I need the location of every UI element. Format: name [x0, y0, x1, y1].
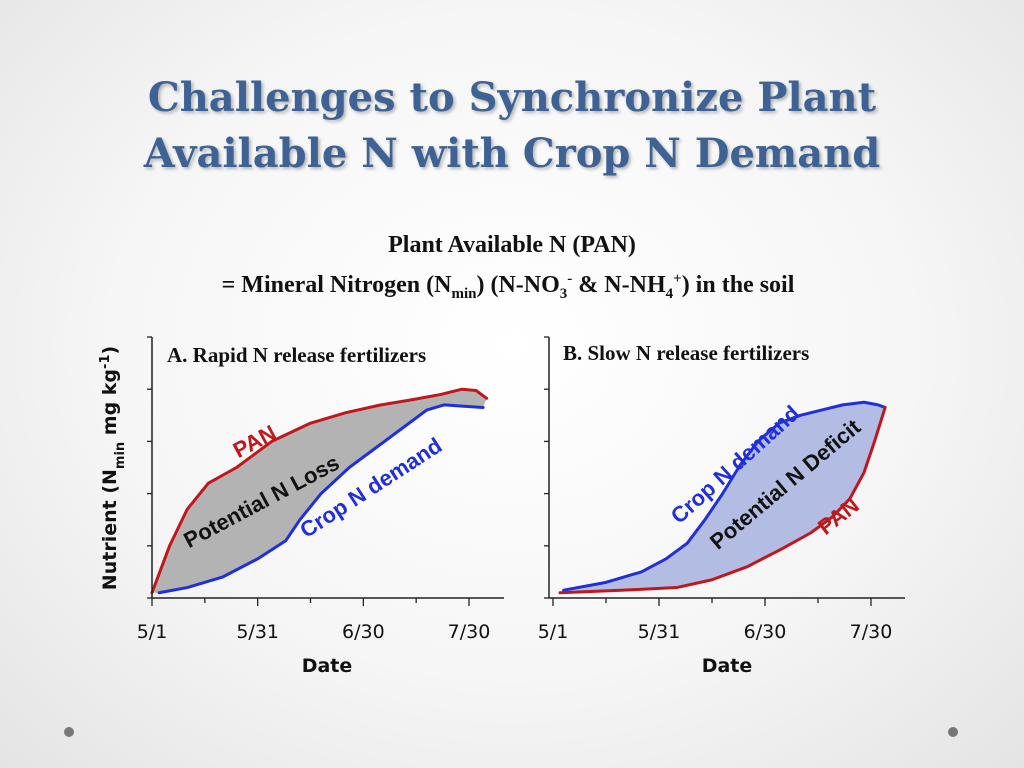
crop-n-demand-line-a [157, 403, 485, 595]
right-nav-dot [948, 727, 958, 737]
potential-n-deficit-region [560, 402, 886, 593]
x-tick-label: 7/30 [448, 621, 491, 643]
subtitle-part-i: ) in the soil [681, 272, 795, 298]
pan-line-b [558, 405, 887, 595]
title-line-1: Challenges to Synchronize Plant [147, 74, 877, 121]
x-axis-title: Date [302, 655, 353, 677]
slide-title: Challenges to Synchronize Plant Availabl… [0, 70, 1024, 182]
crop-n-demand-line-b [562, 400, 887, 592]
x-tick-label: 7/30 [850, 621, 893, 643]
y-axis-title: Nutrient (Nmin mg kg-1) [98, 346, 128, 590]
chart-panel-a: 5/1 5/31 6/30 7/30 Date A. Rapid N release fe… [98, 336, 504, 677]
subtitle-part-a: = Mineral Nitrogen (N [221, 272, 452, 298]
panel-title: A. Rapid N release fertilizers [167, 343, 426, 367]
subtitle-sub-min: min [451, 285, 477, 302]
x-tick-label: 5/31 [638, 621, 681, 643]
pan-line-a [150, 387, 489, 595]
subtitle-sub-3: 3 [559, 285, 568, 302]
x-tick-label: 5/1 [538, 621, 569, 643]
x-tick-label: 5/1 [137, 621, 168, 643]
subtitle-sup-plus: + [673, 271, 682, 287]
subtitle-sup-minus: - [567, 271, 573, 287]
subtitle-line-1: Plant Available N (PAN) [388, 232, 636, 258]
x-tick-label: 6/30 [342, 621, 385, 643]
potential-n-loss-region [152, 389, 487, 593]
subtitle-sub-4: 4 [665, 285, 674, 302]
subtitle-part-f: & N-NH [572, 272, 666, 298]
title-line-2: Available N with Crop N Demand [143, 130, 881, 177]
subtitle-line-2: = Mineral Nitrogen (Nmin) (N-NO3- & N-NH… [0, 264, 1020, 309]
subtitle-part-c: ) (N-NO [476, 272, 560, 298]
left-nav-dot [64, 727, 74, 737]
x-axis-title: Date [702, 655, 753, 677]
x-tick-label: 5/31 [236, 621, 279, 643]
chart-panel-b: 5/1 5/31 6/30 7/30 Date B. Slow N release fer… [538, 336, 905, 677]
panel-title: B. Slow N release fertilizers [563, 341, 809, 365]
x-tick-label: 6/30 [744, 621, 787, 643]
